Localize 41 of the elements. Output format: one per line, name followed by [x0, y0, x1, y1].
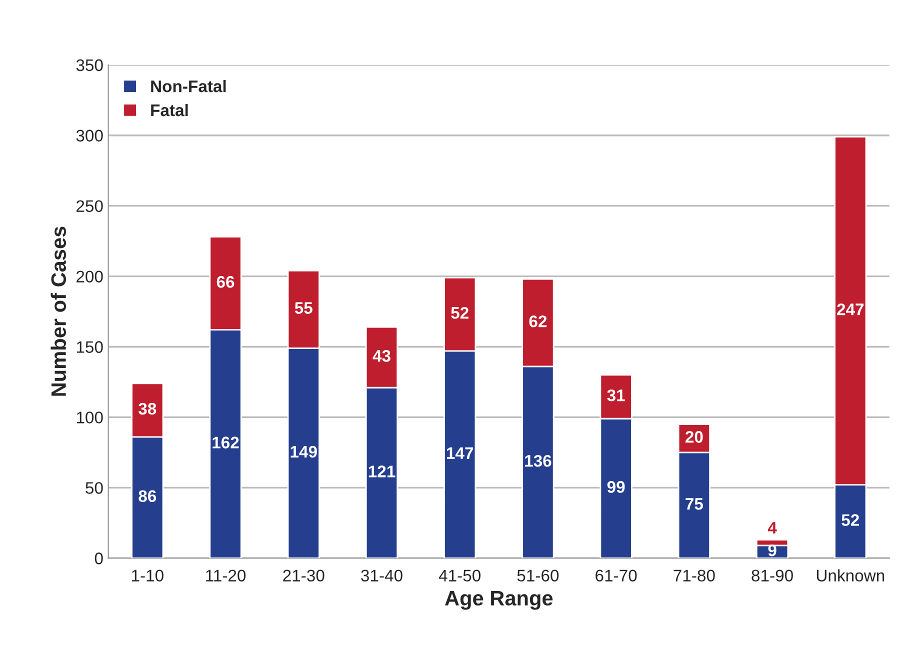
data-label: 4: [768, 522, 777, 534]
data-label: 38: [138, 402, 156, 415]
data-label: 136: [525, 454, 552, 467]
legend-label: Non-Fatal: [151, 80, 226, 92]
data-label: 43: [372, 350, 390, 362]
y-tick-label: 50: [86, 482, 103, 494]
data-label: 52: [451, 307, 468, 319]
data-label: 86: [138, 490, 156, 502]
legend-label: Fatal: [151, 104, 188, 116]
x-tick-label: 31-40: [361, 570, 402, 582]
data-label: 20: [685, 431, 703, 443]
data-label: 75: [686, 498, 703, 510]
x-tick-label: 11-20: [206, 570, 246, 582]
data-label: 99: [607, 481, 625, 493]
data-label: 147: [447, 447, 474, 459]
y-tick-label: 250: [76, 200, 103, 212]
data-label: 149: [290, 446, 317, 458]
data-label: 31: [607, 389, 625, 402]
x-tick-label: 71-80: [674, 570, 715, 582]
y-tick-label: 100: [76, 412, 103, 424]
y-axis-title: Number of Cases: [50, 226, 66, 396]
y-tick-label: 300: [76, 130, 103, 142]
y-tick-label: 200: [76, 270, 103, 282]
x-tick-label: Unknown: [816, 569, 884, 582]
x-tick-label: 51-60: [517, 570, 559, 582]
y-tick-label: 350: [76, 59, 103, 72]
x-axis-title: Age Range: [445, 591, 553, 610]
data-label: 66: [216, 276, 234, 288]
data-label: 121: [368, 466, 396, 478]
x-tick-label: 41-50: [438, 570, 481, 582]
y-tick-label: 150: [76, 341, 103, 353]
x-tick-label: 81-90: [752, 570, 793, 582]
data-label: 62: [529, 315, 547, 328]
data-label: 55: [294, 302, 312, 314]
x-tick-label: 61-70: [596, 570, 637, 582]
data-label: 162: [212, 436, 239, 448]
data-label: 52: [842, 514, 860, 526]
data-label: 247: [837, 303, 864, 316]
x-tick-label: 1-10: [132, 570, 164, 582]
x-tick-label: 21-30: [283, 570, 324, 582]
y-tick-label: 0: [94, 552, 103, 564]
